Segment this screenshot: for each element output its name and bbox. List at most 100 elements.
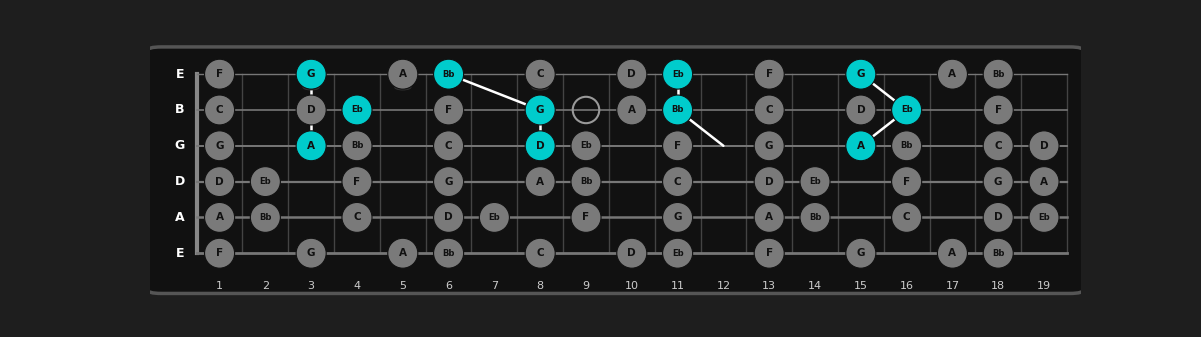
Ellipse shape: [342, 95, 372, 125]
Text: C: C: [444, 141, 453, 151]
Text: D: D: [627, 69, 637, 79]
Text: G: G: [765, 141, 773, 151]
Text: Bb: Bb: [671, 105, 683, 115]
Text: Bb: Bb: [442, 70, 455, 79]
Ellipse shape: [434, 95, 464, 125]
Text: C: C: [765, 105, 773, 115]
Text: A: A: [399, 248, 407, 258]
Ellipse shape: [938, 238, 968, 268]
Ellipse shape: [297, 238, 327, 268]
Ellipse shape: [434, 59, 464, 89]
Text: Eb: Eb: [489, 213, 500, 222]
Text: F: F: [216, 69, 223, 79]
Text: G: G: [307, 248, 316, 258]
Ellipse shape: [754, 131, 784, 161]
Ellipse shape: [342, 166, 372, 196]
Ellipse shape: [250, 203, 280, 233]
Text: 10: 10: [625, 281, 639, 290]
Ellipse shape: [434, 203, 464, 233]
Text: 15: 15: [854, 281, 868, 290]
Ellipse shape: [663, 238, 693, 268]
Text: Bb: Bb: [992, 249, 1004, 258]
Ellipse shape: [525, 95, 555, 125]
Ellipse shape: [800, 166, 830, 196]
Text: F: F: [903, 177, 910, 187]
Ellipse shape: [1029, 131, 1059, 161]
Text: 4: 4: [353, 281, 360, 290]
Ellipse shape: [297, 95, 327, 125]
Ellipse shape: [434, 131, 464, 161]
Ellipse shape: [525, 166, 555, 196]
Text: 11: 11: [670, 281, 685, 290]
Text: D: D: [215, 177, 223, 187]
Text: G: G: [994, 177, 1003, 187]
Ellipse shape: [984, 238, 1014, 268]
Ellipse shape: [570, 166, 600, 196]
Text: F: F: [446, 105, 452, 115]
Ellipse shape: [891, 203, 921, 233]
Ellipse shape: [204, 59, 234, 89]
Text: 16: 16: [900, 281, 914, 290]
Text: 12: 12: [716, 281, 730, 290]
Ellipse shape: [297, 131, 327, 161]
Text: 9: 9: [582, 281, 590, 290]
Ellipse shape: [754, 59, 784, 89]
Ellipse shape: [663, 131, 693, 161]
Text: C: C: [537, 69, 544, 79]
Text: 8: 8: [537, 281, 544, 290]
Ellipse shape: [525, 59, 555, 89]
Text: A: A: [628, 105, 635, 115]
Text: A: A: [856, 141, 865, 151]
Text: G: G: [215, 141, 223, 151]
Text: Bb: Bb: [580, 177, 592, 186]
Text: A: A: [536, 177, 544, 187]
Text: F: F: [766, 248, 772, 258]
Text: D: D: [765, 177, 773, 187]
Ellipse shape: [891, 95, 921, 125]
Text: G: G: [307, 69, 316, 79]
Text: D: D: [856, 105, 865, 115]
Text: E: E: [175, 247, 184, 260]
Ellipse shape: [342, 131, 372, 161]
Ellipse shape: [479, 203, 509, 233]
Ellipse shape: [388, 238, 418, 268]
Text: Bb: Bb: [351, 141, 363, 150]
Ellipse shape: [984, 95, 1014, 125]
Text: D: D: [175, 175, 185, 188]
Ellipse shape: [204, 95, 234, 125]
Ellipse shape: [570, 131, 600, 161]
Text: A: A: [1040, 177, 1048, 187]
Ellipse shape: [984, 166, 1014, 196]
Text: G: G: [856, 248, 865, 258]
Ellipse shape: [663, 203, 693, 233]
Ellipse shape: [250, 166, 280, 196]
Ellipse shape: [663, 166, 693, 196]
Text: E: E: [175, 68, 184, 81]
Ellipse shape: [891, 166, 921, 196]
Text: Bb: Bb: [992, 70, 1004, 79]
Ellipse shape: [204, 166, 234, 196]
Text: G: G: [674, 212, 682, 222]
Text: G: G: [444, 177, 453, 187]
Ellipse shape: [938, 59, 968, 89]
Ellipse shape: [800, 203, 830, 233]
Text: F: F: [582, 212, 590, 222]
Text: C: C: [903, 212, 910, 222]
Ellipse shape: [846, 95, 876, 125]
Text: A: A: [765, 212, 773, 222]
Text: D: D: [307, 105, 316, 115]
Ellipse shape: [984, 203, 1014, 233]
Ellipse shape: [754, 95, 784, 125]
Text: C: C: [994, 141, 1002, 151]
Text: Eb: Eb: [671, 70, 683, 79]
Text: Eb: Eb: [259, 177, 271, 186]
Text: 5: 5: [399, 281, 406, 290]
Text: 14: 14: [808, 281, 821, 290]
Text: A: A: [215, 212, 223, 222]
Ellipse shape: [984, 59, 1014, 89]
Ellipse shape: [754, 238, 784, 268]
Text: B: B: [175, 103, 185, 117]
Ellipse shape: [394, 84, 412, 90]
Text: D: D: [627, 248, 637, 258]
Text: A: A: [949, 248, 956, 258]
